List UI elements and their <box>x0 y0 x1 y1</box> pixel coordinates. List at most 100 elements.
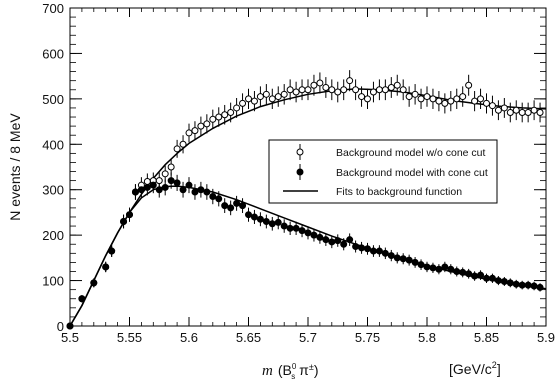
x-axis-unit: [GeV/c2] <box>449 360 501 377</box>
point-without-cone-cut <box>483 99 490 107</box>
point-with-cone-cut <box>197 186 205 194</box>
y-tick-label: 500 <box>42 92 64 107</box>
x-unit-main: [GeV/c <box>449 361 492 377</box>
point-without-cone-cut <box>197 122 205 130</box>
point-with-cone-cut <box>369 247 377 255</box>
point-without-cone-cut <box>447 97 455 105</box>
point-without-cone-cut <box>316 79 324 87</box>
point-with-cone-cut <box>155 186 163 194</box>
point-with-cone-cut <box>405 256 413 264</box>
point-without-cone-cut <box>453 95 461 103</box>
point-with-cone-cut <box>268 220 276 228</box>
legend-label-filled: Background model with cone cut <box>336 167 488 179</box>
x-axis-particle: (B <box>278 362 292 378</box>
point-with-cone-cut <box>120 218 128 226</box>
point-with-cone-cut <box>328 238 336 246</box>
point-with-cone-cut <box>494 277 502 285</box>
x-tick-label: 5.75 <box>355 330 380 345</box>
point-without-cone-cut <box>167 163 175 171</box>
point-without-cone-cut <box>358 93 366 101</box>
legend-item-fit: Fits to background function <box>283 186 462 198</box>
point-without-cone-cut <box>262 90 270 98</box>
point-with-cone-cut <box>191 188 199 196</box>
point-without-cone-cut <box>155 177 163 185</box>
point-without-cone-cut <box>506 108 514 116</box>
open-circle-icon <box>296 148 304 156</box>
point-with-cone-cut <box>262 218 270 226</box>
point-without-cone-cut <box>233 104 241 112</box>
point-with-cone-cut <box>322 236 330 244</box>
point-with-cone-cut <box>233 199 241 207</box>
point-with-cone-cut <box>435 265 443 273</box>
legend-label-fit: Fits to background function <box>336 186 462 198</box>
point-with-cone-cut <box>453 267 461 275</box>
x-tick-label: 5.55 <box>117 330 142 345</box>
fit-curve <box>69 185 547 327</box>
point-without-cone-cut <box>292 88 300 96</box>
point-without-cone-cut <box>304 86 312 94</box>
point-without-cone-cut <box>334 88 342 96</box>
point-without-cone-cut <box>518 108 526 116</box>
point-with-cone-cut <box>143 183 151 191</box>
point-without-cone-cut <box>435 97 443 105</box>
point-with-cone-cut <box>161 183 169 191</box>
point-without-cone-cut <box>221 111 229 119</box>
point-with-cone-cut <box>358 244 366 252</box>
point-with-cone-cut <box>381 249 389 257</box>
legend-label-open: Background model w/o cone cut <box>336 147 486 159</box>
point-with-cone-cut <box>465 270 473 278</box>
x-axis-ticks: 5.5 5.55 5.6 5.65 5.7 5.75 5.8 5.85 5.9 <box>61 8 555 345</box>
point-without-cone-cut <box>245 95 252 103</box>
x-axis-variable: m <box>262 363 273 379</box>
point-with-cone-cut <box>173 179 181 187</box>
x-axis-title: m (B0 s π±) <box>262 362 318 381</box>
y-tick-label: 100 <box>42 274 64 289</box>
point-with-cone-cut <box>66 322 74 330</box>
point-without-cone-cut <box>322 84 330 91</box>
point-with-cone-cut <box>477 271 485 279</box>
point-without-cone-cut <box>239 99 247 107</box>
point-with-cone-cut <box>310 231 318 239</box>
legend-item-open: Background model w/o cone cut <box>296 144 486 160</box>
point-with-cone-cut <box>292 224 300 232</box>
point-without-cone-cut <box>393 81 401 89</box>
point-with-cone-cut <box>102 263 110 271</box>
point-without-cone-cut <box>268 95 276 103</box>
point-with-cone-cut <box>483 274 490 282</box>
point-without-cone-cut <box>530 106 538 114</box>
point-with-cone-cut <box>399 255 407 263</box>
point-with-cone-cut <box>280 222 288 230</box>
point-without-cone-cut <box>494 106 502 114</box>
point-with-cone-cut <box>447 265 455 273</box>
point-with-cone-cut <box>393 254 401 262</box>
point-with-cone-cut <box>245 211 252 219</box>
point-with-cone-cut <box>90 279 98 287</box>
point-without-cone-cut <box>215 113 223 121</box>
point-without-cone-cut <box>411 90 419 98</box>
y-axis-title: N events / 8 MeV <box>7 113 23 221</box>
point-without-cone-cut <box>191 127 199 135</box>
x-axis-sub: s <box>291 372 295 381</box>
point-with-cone-cut <box>536 283 544 291</box>
point-with-cone-cut <box>221 202 229 210</box>
point-without-cone-cut <box>423 93 431 101</box>
fit-curve <box>69 88 547 327</box>
x-unit-close: ] <box>497 361 501 377</box>
point-with-cone-cut <box>185 181 193 189</box>
filled-circle-icon <box>296 168 304 176</box>
legend-item-filled: Background model with cone cut <box>296 164 488 180</box>
point-with-cone-cut <box>411 258 419 266</box>
point-with-cone-cut <box>488 274 496 282</box>
point-with-cone-cut <box>530 282 538 290</box>
point-without-cone-cut <box>352 86 360 94</box>
point-with-cone-cut <box>250 213 258 221</box>
x-axis-close: ) <box>314 362 319 378</box>
point-with-cone-cut <box>215 195 223 203</box>
point-without-cone-cut <box>274 93 282 101</box>
point-with-cone-cut <box>286 224 294 232</box>
point-without-cone-cut <box>488 102 496 110</box>
point-with-cone-cut <box>239 202 247 210</box>
point-without-cone-cut <box>364 95 371 103</box>
point-without-cone-cut <box>250 97 258 105</box>
